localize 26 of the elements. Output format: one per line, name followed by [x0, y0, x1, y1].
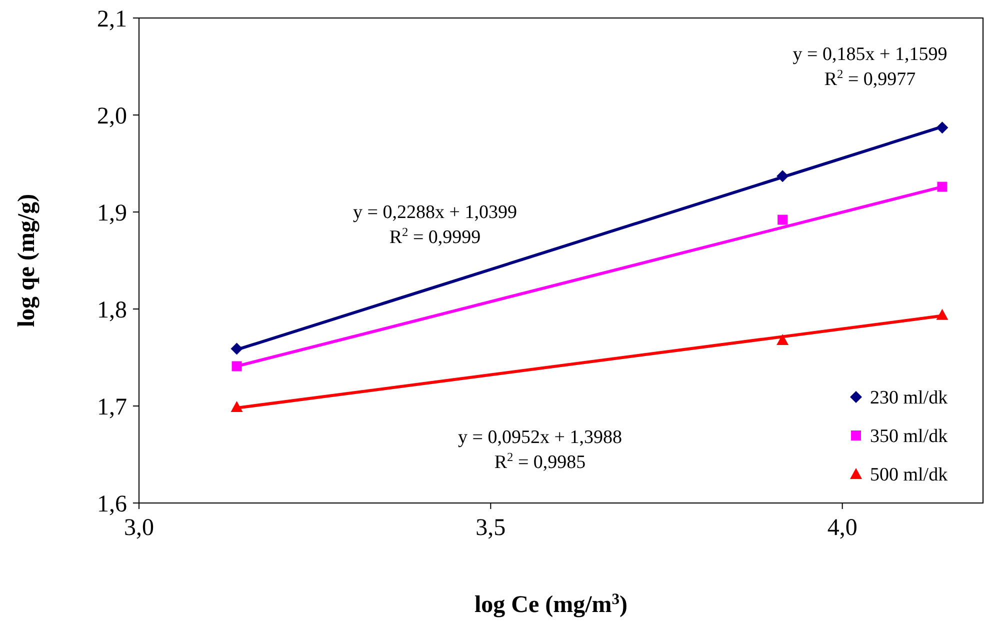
- legend-label: 230 ml/dk: [870, 388, 948, 409]
- point: [937, 182, 948, 192]
- y-tick-label: 1,9: [97, 200, 127, 226]
- x-tick-label: 4,0: [827, 515, 858, 541]
- y-axis-title: log qe (mg/g): [14, 194, 40, 328]
- point: [936, 122, 948, 134]
- y-tick-label: 1,7: [97, 394, 127, 420]
- point: [230, 400, 243, 412]
- annotation: y = 0,0952x + 1,3988 R$^{2}$ = 0,9985: [458, 427, 622, 473]
- x-axis-title: log Ce (mg/m$^{3}$): [474, 590, 628, 618]
- point: [778, 214, 788, 225]
- legend-label: 500 ml/dk: [870, 464, 948, 486]
- point: [232, 361, 242, 372]
- point: [230, 342, 243, 355]
- point: [776, 334, 789, 346]
- y-tick-label: 1,8: [97, 297, 127, 324]
- point: [776, 170, 789, 182]
- annotation: y = 0,2288x + 1,0399 R$^{2}$ = 0,9999: [353, 202, 517, 248]
- y-tick-label: 1,6: [97, 491, 127, 518]
- x-tick-label: 3,0: [124, 515, 154, 541]
- legend-label: 350 ml/dk: [870, 426, 948, 448]
- y-tick-label: 2,0: [97, 103, 127, 130]
- x-tick-label: 3,5: [476, 515, 506, 541]
- annotation: y = 0,185x + 1,1599 R$^{2}$ = 0,9977: [792, 44, 948, 90]
- y-tick-label: 2,1: [97, 6, 127, 32]
- point: [936, 308, 948, 320]
